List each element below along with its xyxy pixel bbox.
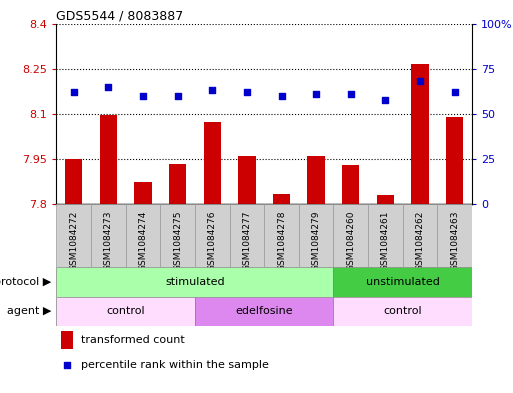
- Point: [278, 93, 286, 99]
- Text: GSM1084278: GSM1084278: [277, 211, 286, 271]
- Text: GSM1084273: GSM1084273: [104, 211, 113, 271]
- Point: [312, 91, 320, 97]
- Point: [243, 89, 251, 95]
- Bar: [126, 204, 160, 267]
- Point: [347, 91, 355, 97]
- Point: [450, 89, 459, 95]
- Bar: [446, 117, 463, 204]
- Bar: [403, 204, 437, 267]
- Bar: [333, 267, 472, 297]
- Bar: [437, 204, 472, 267]
- Bar: [56, 267, 333, 297]
- Bar: [134, 182, 152, 204]
- Bar: [307, 156, 325, 204]
- Bar: [56, 204, 91, 267]
- Text: GSM1084272: GSM1084272: [69, 211, 78, 271]
- Bar: [229, 204, 264, 267]
- Bar: [333, 204, 368, 267]
- Bar: [195, 204, 229, 267]
- Point: [173, 93, 182, 99]
- Bar: [411, 64, 429, 204]
- Point: [139, 93, 147, 99]
- Bar: [204, 121, 221, 204]
- Text: control: control: [106, 307, 145, 316]
- Text: GSM1084260: GSM1084260: [346, 211, 356, 271]
- Text: GSM1084275: GSM1084275: [173, 211, 182, 271]
- Text: GSM1084263: GSM1084263: [450, 211, 459, 271]
- Text: GSM1084276: GSM1084276: [208, 211, 217, 271]
- Bar: [65, 159, 83, 204]
- Point: [104, 84, 112, 90]
- Bar: [377, 195, 394, 204]
- Point: [416, 78, 424, 84]
- Text: protocol ▶: protocol ▶: [0, 277, 51, 287]
- Text: GSM1084262: GSM1084262: [416, 211, 425, 271]
- Bar: [91, 204, 126, 267]
- Bar: [368, 204, 403, 267]
- Text: agent ▶: agent ▶: [7, 307, 51, 316]
- Bar: [100, 116, 117, 204]
- Text: GSM1084261: GSM1084261: [381, 211, 390, 271]
- Bar: [56, 297, 195, 326]
- Text: edelfosine: edelfosine: [235, 307, 293, 316]
- Text: transformed count: transformed count: [82, 336, 185, 345]
- Text: GSM1084277: GSM1084277: [242, 211, 251, 271]
- Bar: [299, 204, 333, 267]
- Bar: [264, 204, 299, 267]
- Point: [63, 362, 71, 368]
- Point: [208, 87, 216, 94]
- Bar: [273, 194, 290, 204]
- Point: [70, 89, 78, 95]
- Point: [381, 96, 389, 103]
- Text: unstimulated: unstimulated: [366, 277, 440, 287]
- Text: percentile rank within the sample: percentile rank within the sample: [82, 360, 269, 369]
- Bar: [342, 165, 360, 204]
- Text: control: control: [383, 307, 422, 316]
- Bar: [195, 297, 333, 326]
- Text: stimulated: stimulated: [165, 277, 225, 287]
- Text: GDS5544 / 8083887: GDS5544 / 8083887: [56, 9, 184, 22]
- Bar: [169, 164, 186, 204]
- Bar: [238, 156, 255, 204]
- Bar: [160, 204, 195, 267]
- Bar: [333, 297, 472, 326]
- Bar: [61, 331, 73, 349]
- Text: GSM1084274: GSM1084274: [139, 211, 148, 271]
- Text: GSM1084279: GSM1084279: [311, 211, 321, 271]
